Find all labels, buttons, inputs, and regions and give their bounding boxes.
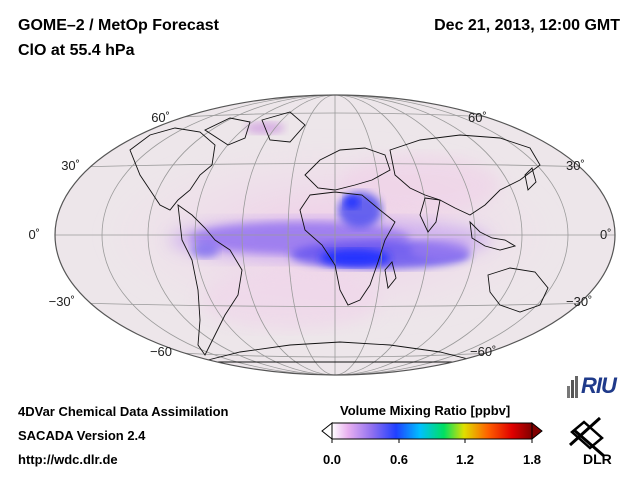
lat-label-left-60: 60˚ — [151, 110, 170, 125]
colorbar-tick-label: 1.2 — [455, 452, 475, 467]
dlr-logo-icon — [568, 416, 605, 458]
map-subtitle: ClO at 55.4 hPa — [18, 42, 135, 59]
footer-version: SACADA Version 2.4 — [18, 428, 146, 443]
world-map: 60˚ 30˚ 0˚ −30˚ −60 60˚ 30˚ 0˚ −30˚ −60˚ — [28, 94, 616, 376]
lat-label-left-0: 0˚ — [28, 227, 40, 242]
colorbar-min-arrow — [321, 421, 333, 441]
map-datetime: Dec 21, 2013, 12:00 GMT — [434, 17, 620, 34]
lat-label-right-30: 30˚ — [566, 158, 585, 173]
colorbar-title: Volume Mixing Ratio [ppbv] — [340, 403, 511, 418]
colorbar-tick-label: 0.0 — [322, 452, 342, 467]
footer-method: 4DVar Chemical Data Assimilation — [18, 404, 229, 419]
riu-logo: RIU — [581, 373, 617, 398]
colorbar-gradient — [331, 422, 533, 440]
lat-label-right-60: 60˚ — [468, 110, 487, 125]
colorbar-max-arrow — [531, 421, 543, 441]
map-title: GOME–2 / MetOp Forecast — [18, 17, 219, 34]
colorbar-tick-label: 0.6 — [389, 452, 409, 467]
lat-label-right-neg30: −30˚ — [566, 294, 592, 309]
lat-label-right-0: 0˚ — [600, 227, 612, 242]
coastlines — [129, 111, 549, 363]
colorbar — [321, 421, 543, 443]
logo-area — [567, 376, 605, 458]
colorbar-tick-label: 1.8 — [522, 452, 542, 467]
lat-label-left-30: 30˚ — [61, 158, 80, 173]
riu-logo-icon — [567, 376, 578, 398]
globe-outline — [54, 94, 616, 376]
lat-label-left-neg30: −30˚ — [49, 294, 75, 309]
lat-label-left-neg60: −60 — [150, 344, 172, 359]
lat-label-right-neg60: −60˚ — [470, 344, 496, 359]
graticule — [55, 95, 615, 375]
footer-url[interactable]: http://wdc.dlr.de — [18, 452, 118, 467]
dlr-logo: DLR — [583, 451, 612, 467]
